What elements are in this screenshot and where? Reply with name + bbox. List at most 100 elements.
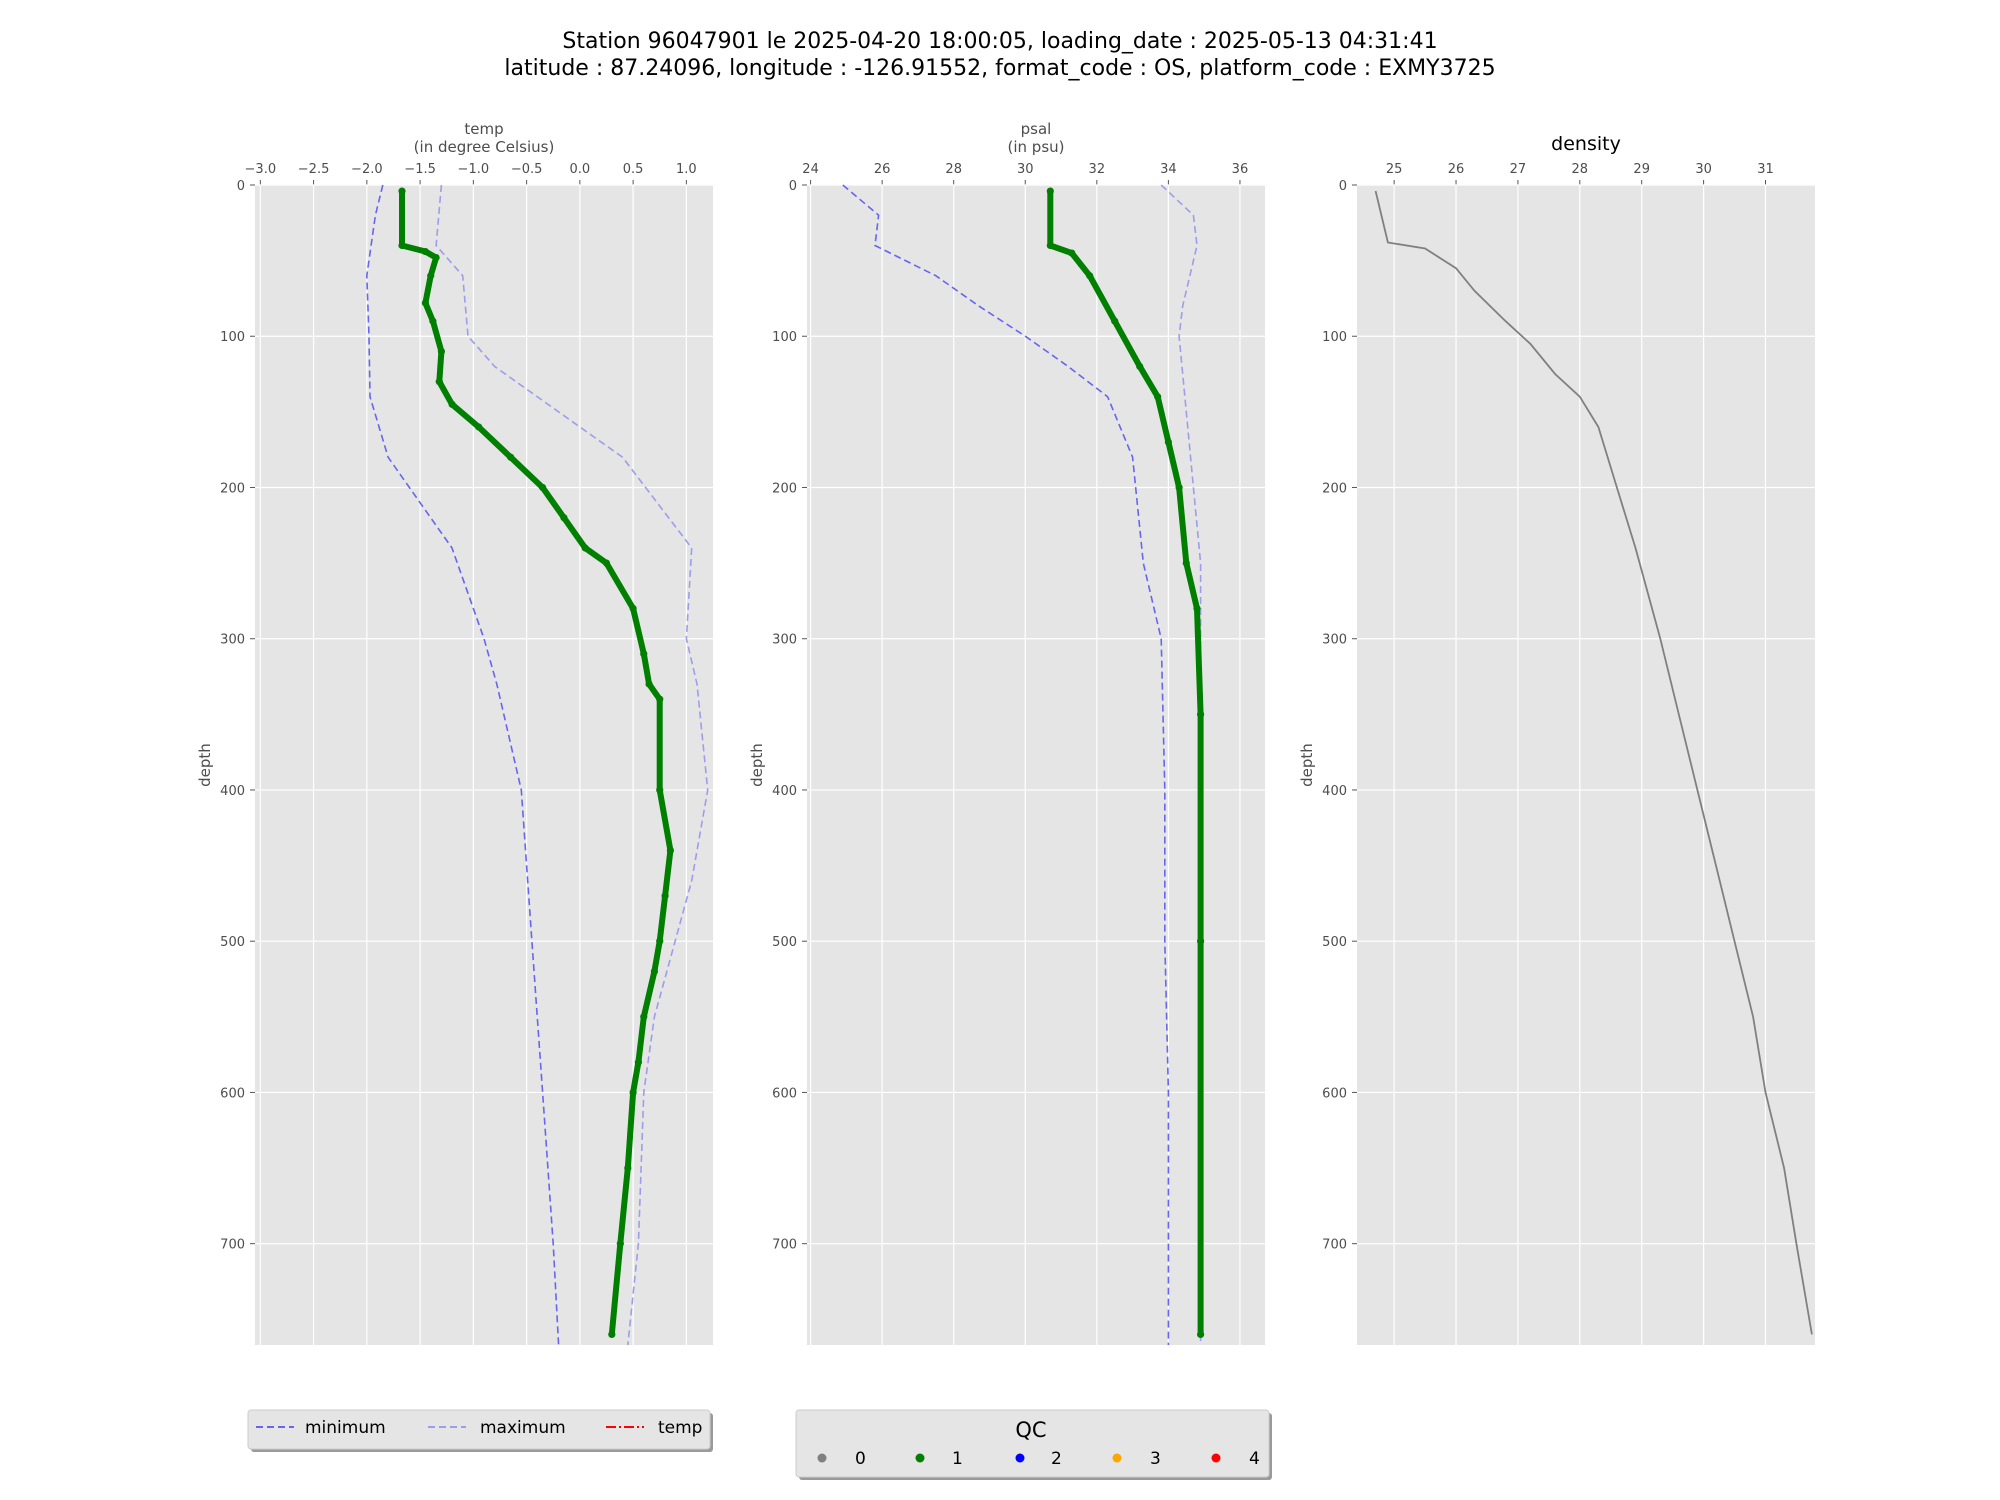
qc-3-marker	[1112, 1453, 1122, 1463]
x-tick-label: 31	[1757, 162, 1774, 177]
data-point	[1136, 362, 1144, 371]
data-point	[1193, 604, 1201, 613]
qc-0-label: 0	[855, 1449, 866, 1469]
data-point	[437, 347, 445, 355]
panel-2: 24 26 28 30 32 34 36 0 100 200 300 400 500 600 700 dept…	[748, 120, 1265, 1345]
series-qc1-line	[1047, 188, 1204, 1338]
y-tick-label: 600	[220, 1086, 245, 1101]
x-tick-label: −3.0	[245, 162, 277, 177]
panel-1: −3.0 −2.5 −2.0 −1.5 −1.0 −0.5 0.0 0.5 1.0 0 100 200…	[196, 120, 713, 1346]
y-tick-label: 400	[1322, 784, 1347, 799]
qc-legend-box	[795, 1409, 1270, 1478]
data-point	[1154, 393, 1162, 401]
y-tick-label: 200	[1322, 481, 1347, 496]
x-tick-label: −1.0	[458, 162, 490, 177]
x-axis-label: temp	[464, 120, 503, 138]
data-point	[398, 241, 406, 250]
x-tick-label: 28	[945, 162, 962, 177]
x-tick-label: −0.5	[511, 162, 543, 177]
series-minimum-line	[842, 184, 1170, 1345]
x-axis-label: psal	[1021, 120, 1052, 138]
data-point	[432, 253, 440, 262]
data-point	[1046, 187, 1054, 195]
data-point	[602, 559, 611, 567]
x-tick-label: 30	[1695, 162, 1712, 177]
x-tick-label: 27	[1510, 162, 1527, 177]
x-tick-label: 28	[1572, 162, 1589, 177]
y-tick-label: 400	[220, 784, 245, 799]
data-point	[1196, 710, 1205, 718]
y-tick-label: 700	[220, 1238, 245, 1253]
data-point	[581, 544, 589, 552]
y-axis-label: depth	[1298, 743, 1316, 787]
x-tick-label: 26	[874, 162, 891, 177]
data-point	[1196, 937, 1205, 945]
data-point	[656, 786, 664, 794]
data-point	[666, 846, 674, 855]
x-tick-label: 26	[1448, 162, 1465, 177]
x-tick-label: −1.5	[404, 162, 436, 177]
data-point	[398, 187, 406, 195]
data-point	[421, 247, 430, 256]
chart-panels: −3.0 −2.5 −2.0 −1.5 −1.0 −0.5 0.0 0.5 1.0 0 100 200…	[196, 120, 1815, 1346]
y-tick-label: 500	[220, 935, 245, 950]
qc-1-marker	[915, 1453, 925, 1463]
y-tick-label: 0	[237, 179, 245, 194]
data-point	[427, 272, 435, 280]
qc-0-marker	[817, 1453, 827, 1463]
data-point	[1196, 1330, 1205, 1339]
data-point	[1182, 559, 1190, 567]
x-tick-label: 0.0	[570, 162, 591, 177]
data-point	[507, 453, 515, 461]
y-tick-label: 300	[772, 633, 797, 648]
panel-3: 25 26 27 28 29 30 31 0 100 200 300 400 500 600 700 dept…	[1298, 133, 1815, 1345]
panel-title: density	[1551, 133, 1621, 155]
x-tick-label: −2.5	[298, 162, 330, 177]
data-point	[435, 378, 443, 386]
data-point	[634, 1058, 643, 1066]
series-minimum-line	[365, 184, 560, 1346]
figure-title-line1: Station 96047901 le 2025-04-20 18:00:05,…	[562, 29, 1437, 54]
x-tick-label: 32	[1089, 162, 1106, 177]
data-point	[429, 317, 437, 325]
y-tick-label: 300	[220, 633, 245, 648]
legend-minimum-label: minimum	[305, 1418, 386, 1438]
y-tick-label: 300	[1322, 633, 1347, 648]
x-tick-label: 30	[1017, 162, 1034, 177]
data-point	[629, 604, 637, 613]
qc-4-label: 4	[1249, 1449, 1260, 1469]
data-point	[645, 680, 653, 688]
y-tick-label: 0	[789, 179, 797, 194]
data-point	[475, 423, 483, 431]
x-tick-label: 34	[1160, 162, 1177, 177]
data-point	[661, 892, 669, 900]
qc-1-label: 1	[952, 1449, 963, 1469]
data-point	[624, 1164, 632, 1172]
qc-4-marker	[1211, 1453, 1221, 1463]
data-point	[560, 514, 568, 522]
legend-maximum-label: maximum	[480, 1418, 566, 1438]
panel-background	[1357, 185, 1815, 1345]
data-point	[1164, 438, 1172, 446]
y-tick-label: 500	[1322, 935, 1347, 950]
y-tick-label: 600	[772, 1086, 797, 1101]
data-point	[656, 695, 664, 703]
qc-legend: QC 0 1 2 3 4	[795, 1409, 1272, 1480]
x-axis-unit: (in degree Celsius)	[414, 138, 555, 156]
y-axis-label: depth	[748, 743, 766, 787]
data-point	[1086, 272, 1094, 280]
data-point	[1111, 317, 1119, 325]
y-tick-label: 400	[772, 784, 797, 799]
x-axis-unit: (in psu)	[1008, 138, 1065, 156]
data-point	[640, 1013, 648, 1021]
data-point	[608, 1330, 616, 1339]
legend-temp-label: temp	[658, 1418, 702, 1438]
y-axis-label: depth	[196, 743, 214, 787]
y-tick-label: 100	[772, 330, 797, 345]
y-tick-label: 0	[1339, 179, 1347, 194]
data-point	[640, 650, 648, 658]
x-tick-label: 29	[1633, 162, 1650, 177]
y-tick-label: 600	[1322, 1086, 1347, 1101]
y-tick-label: 100	[1322, 330, 1347, 345]
